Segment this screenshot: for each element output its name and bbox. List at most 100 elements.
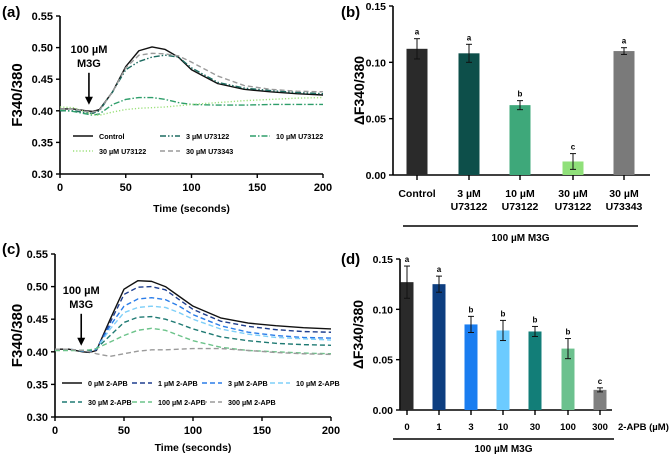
x-tick-label: 200: [314, 182, 332, 194]
legend-item: 0 µM 2-APB: [62, 379, 128, 388]
x-axis-label: Time (seconds): [153, 203, 230, 215]
panel-label: (a): [2, 4, 20, 21]
bar-6: [593, 389, 607, 410]
bar-2: [464, 324, 478, 410]
bar-2: [509, 105, 531, 175]
x-tick-label: 50: [118, 425, 130, 437]
y-tick-label: 0.15: [366, 1, 387, 13]
significance-letter: b: [469, 305, 474, 314]
y-tick-label: 0.50: [32, 43, 53, 55]
series-line-4: [60, 52, 324, 113]
series-line-2: [59, 96, 323, 116]
panel-label: (b): [341, 4, 360, 21]
legend-item: Control: [73, 132, 125, 141]
y-tick-label: 0.00: [373, 405, 394, 417]
y-tick-label: 0.35: [32, 137, 53, 149]
y-tick-label: 0.30: [32, 169, 53, 181]
panel-label: (d): [341, 251, 360, 268]
bar-0: [400, 282, 414, 410]
significance-letter: a: [415, 28, 420, 37]
legend-item: 100 µM 2-APB: [132, 398, 206, 407]
y-tick-label: 0.55: [32, 11, 53, 23]
x-tick-label: 50: [120, 182, 132, 194]
category-label: U73122: [451, 201, 488, 213]
x-tick-label: 0: [52, 425, 58, 437]
category-label: 0: [404, 422, 409, 433]
y-axis-label: ΔF340/380: [350, 300, 366, 369]
category-label: U73343: [606, 201, 643, 213]
bar-1: [432, 284, 446, 410]
y-tick-label: 0.05: [366, 114, 387, 126]
legend-label: Control: [99, 132, 125, 141]
panel-label: (c): [2, 241, 20, 258]
y-tick-label: 0.40: [32, 106, 53, 118]
panel-d: (d) 0.00 0.05 0.10 0.15 ΔF340/380 a 0 a 1 b 3 b 10 b 30…: [341, 251, 669, 455]
annotation-line-1: 100 µM: [70, 44, 107, 56]
group-label: 100 µM M3G: [474, 444, 532, 455]
y-tick-label: 0.10: [373, 304, 394, 316]
category-label: 10: [498, 422, 509, 433]
significance-letter: b: [566, 328, 571, 337]
legend-label: 10 µM 2-APB: [296, 379, 340, 388]
x-axis-label: 2-APB (µM): [618, 422, 669, 433]
legend-item: 30 µM U73122: [73, 147, 146, 156]
y-axis-label: F340/380: [9, 63, 26, 126]
category-label: Control: [398, 188, 435, 200]
x-tick-label: 100: [182, 182, 200, 194]
series-line-4: [55, 315, 332, 352]
category-label: 100: [560, 422, 576, 433]
significance-letter: c: [571, 143, 576, 152]
bar-4: [528, 331, 542, 410]
significance-letter: a: [405, 255, 410, 264]
category-label: 3 µM: [457, 188, 481, 200]
significance-letter: a: [467, 33, 472, 42]
legend-item: 300 µM 2-APB: [202, 398, 276, 407]
significance-letter: a: [437, 265, 442, 274]
legend-label: 100 µM 2-APB: [158, 398, 206, 407]
y-tick-label: 0.30: [27, 412, 48, 424]
y-axis-label: ΔF340/380: [351, 56, 367, 125]
x-tick-label: 150: [253, 425, 271, 437]
y-tick-label: 0.45: [27, 314, 48, 326]
category-label: 10 µM: [505, 188, 535, 200]
y-tick-label: 0.35: [27, 379, 48, 391]
category-label: 3: [468, 422, 473, 433]
bar-0: [406, 48, 428, 175]
y-axis-label: F340/380: [9, 304, 26, 367]
series-line-0: [60, 46, 324, 113]
series-line-1: [60, 54, 324, 115]
significance-letter: a: [622, 37, 627, 46]
legend-item: 30 µM 2-APB: [62, 398, 132, 407]
bar-3: [496, 330, 510, 410]
category-label: 1: [436, 422, 442, 433]
bar-1: [458, 53, 480, 175]
annotation-line-2: M3G: [69, 299, 93, 311]
legend-label: 30 µM U73343: [186, 147, 233, 156]
legend-label: 0 µM 2-APB: [88, 379, 128, 388]
y-tick-label: 0.40: [27, 347, 48, 359]
y-tick-label: 0.00: [366, 170, 387, 182]
significance-letter: b: [501, 309, 506, 318]
y-tick-label: 0.05: [373, 355, 394, 367]
legend-item: 10 µM 2-APB: [270, 379, 340, 388]
legend-label: 30 µM U73122: [99, 147, 146, 156]
legend-label: 1 µM 2-APB: [158, 379, 198, 388]
panel-b: (b) 0.00 0.05 0.10 0.15 ΔF340/380 a Control a 3 µ…: [341, 1, 650, 244]
x-axis-label: Time (seconds): [155, 442, 232, 454]
x-tick-label: 100: [184, 425, 202, 437]
legend-item: 30 µM U73343: [160, 147, 233, 156]
category-label: 300: [592, 422, 608, 433]
x-tick-label: 150: [248, 182, 266, 194]
legend-label: 300 µM 2-APB: [228, 398, 276, 407]
legend-item: 1 µM 2-APB: [132, 379, 198, 388]
group-label: 100 µM M3G: [491, 233, 549, 244]
category-label: 30 µM: [558, 188, 588, 200]
y-tick-label: 0.50: [27, 282, 48, 294]
significance-letter: b: [518, 90, 523, 99]
legend-label: 10 µM U73122: [276, 132, 323, 141]
significance-letter: c: [598, 377, 603, 386]
legend-item: 10 µM U73122: [250, 132, 323, 141]
legend-label: 3 µM 2-APB: [228, 379, 268, 388]
category-label: 30 µM: [609, 188, 639, 200]
y-tick-label: 0.10: [366, 57, 387, 69]
